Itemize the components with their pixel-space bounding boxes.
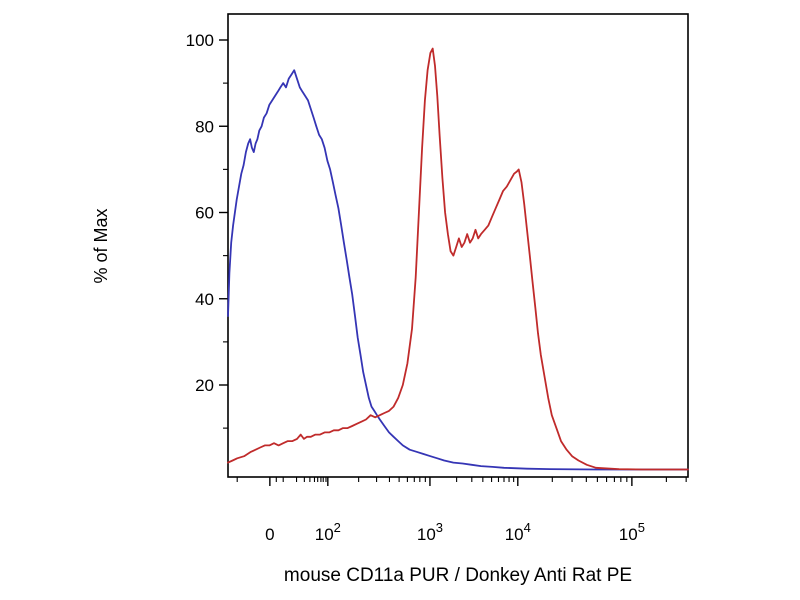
red-stained-histogram-curve <box>227 47 689 471</box>
plot-generated-content: 0 102 103 104 105 20 40 60 80 100 <box>186 13 689 544</box>
x-axis-title: mouse CD11a PUR / Donkey Anti Rat PE <box>284 565 632 586</box>
y-axis-tick-label: 80 <box>195 117 214 136</box>
x-axis-tick-label: 102 <box>315 520 341 544</box>
y-axis-tick-label: 100 <box>186 31 214 50</box>
x-axis-tick-label: 103 <box>417 520 443 544</box>
y-axis-tick-label: 60 <box>195 204 214 223</box>
blue-control-histogram-curve <box>227 69 689 471</box>
x-axis-tick-label: 0 <box>265 525 274 544</box>
y-axis-title: % of Max <box>91 208 111 283</box>
y-axis-tick-label: 40 <box>195 290 214 309</box>
x-axis-tick-label: 105 <box>619 520 645 544</box>
plot-border <box>227 13 689 478</box>
y-axis-tick-label: 20 <box>195 376 214 395</box>
x-axis-tick-label: 104 <box>505 520 531 544</box>
